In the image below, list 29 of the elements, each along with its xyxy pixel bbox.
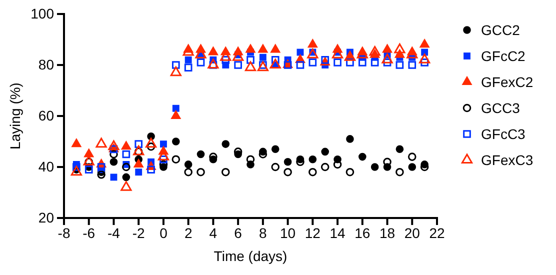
x-tick-label: 8 — [259, 224, 268, 241]
x-tick-label: 14 — [330, 224, 346, 241]
x-tick-label: 22 — [429, 224, 445, 241]
y-tick-label: 20 — [38, 209, 54, 226]
y-axis-title: Laying (%) — [7, 82, 23, 150]
legend-label: GFexC2 — [481, 74, 534, 90]
x-tick-label: 10 — [280, 224, 296, 241]
x-tick-label: 16 — [354, 224, 370, 241]
x-tick-label: -4 — [108, 224, 120, 241]
legend-label: GFexC3 — [481, 152, 534, 168]
x-tick-label: 18 — [379, 224, 396, 241]
x-tick-label: 2 — [184, 224, 192, 241]
legend-label: GCC2 — [481, 22, 520, 38]
legend-label: GFcC3 — [481, 126, 526, 142]
x-tick-label: 4 — [209, 224, 218, 241]
x-tick-label: -8 — [58, 224, 70, 241]
x-axis-title: Time (days) — [214, 248, 288, 264]
y-tick-label: 100 — [30, 5, 54, 22]
y-tick-label: 40 — [38, 158, 54, 174]
x-tick-label: 20 — [404, 224, 420, 241]
x-tick-label: 12 — [304, 224, 321, 241]
legend-label: GFcC2 — [481, 48, 526, 64]
y-tick-label: 60 — [38, 107, 54, 124]
x-tick-label: -2 — [132, 224, 146, 241]
x-tick-label: -6 — [82, 224, 96, 241]
y-tick-label: 80 — [38, 56, 54, 72]
x-tick-label: 0 — [160, 224, 168, 241]
legend-label: GCC3 — [481, 100, 520, 116]
x-tick-label: 6 — [234, 224, 242, 241]
